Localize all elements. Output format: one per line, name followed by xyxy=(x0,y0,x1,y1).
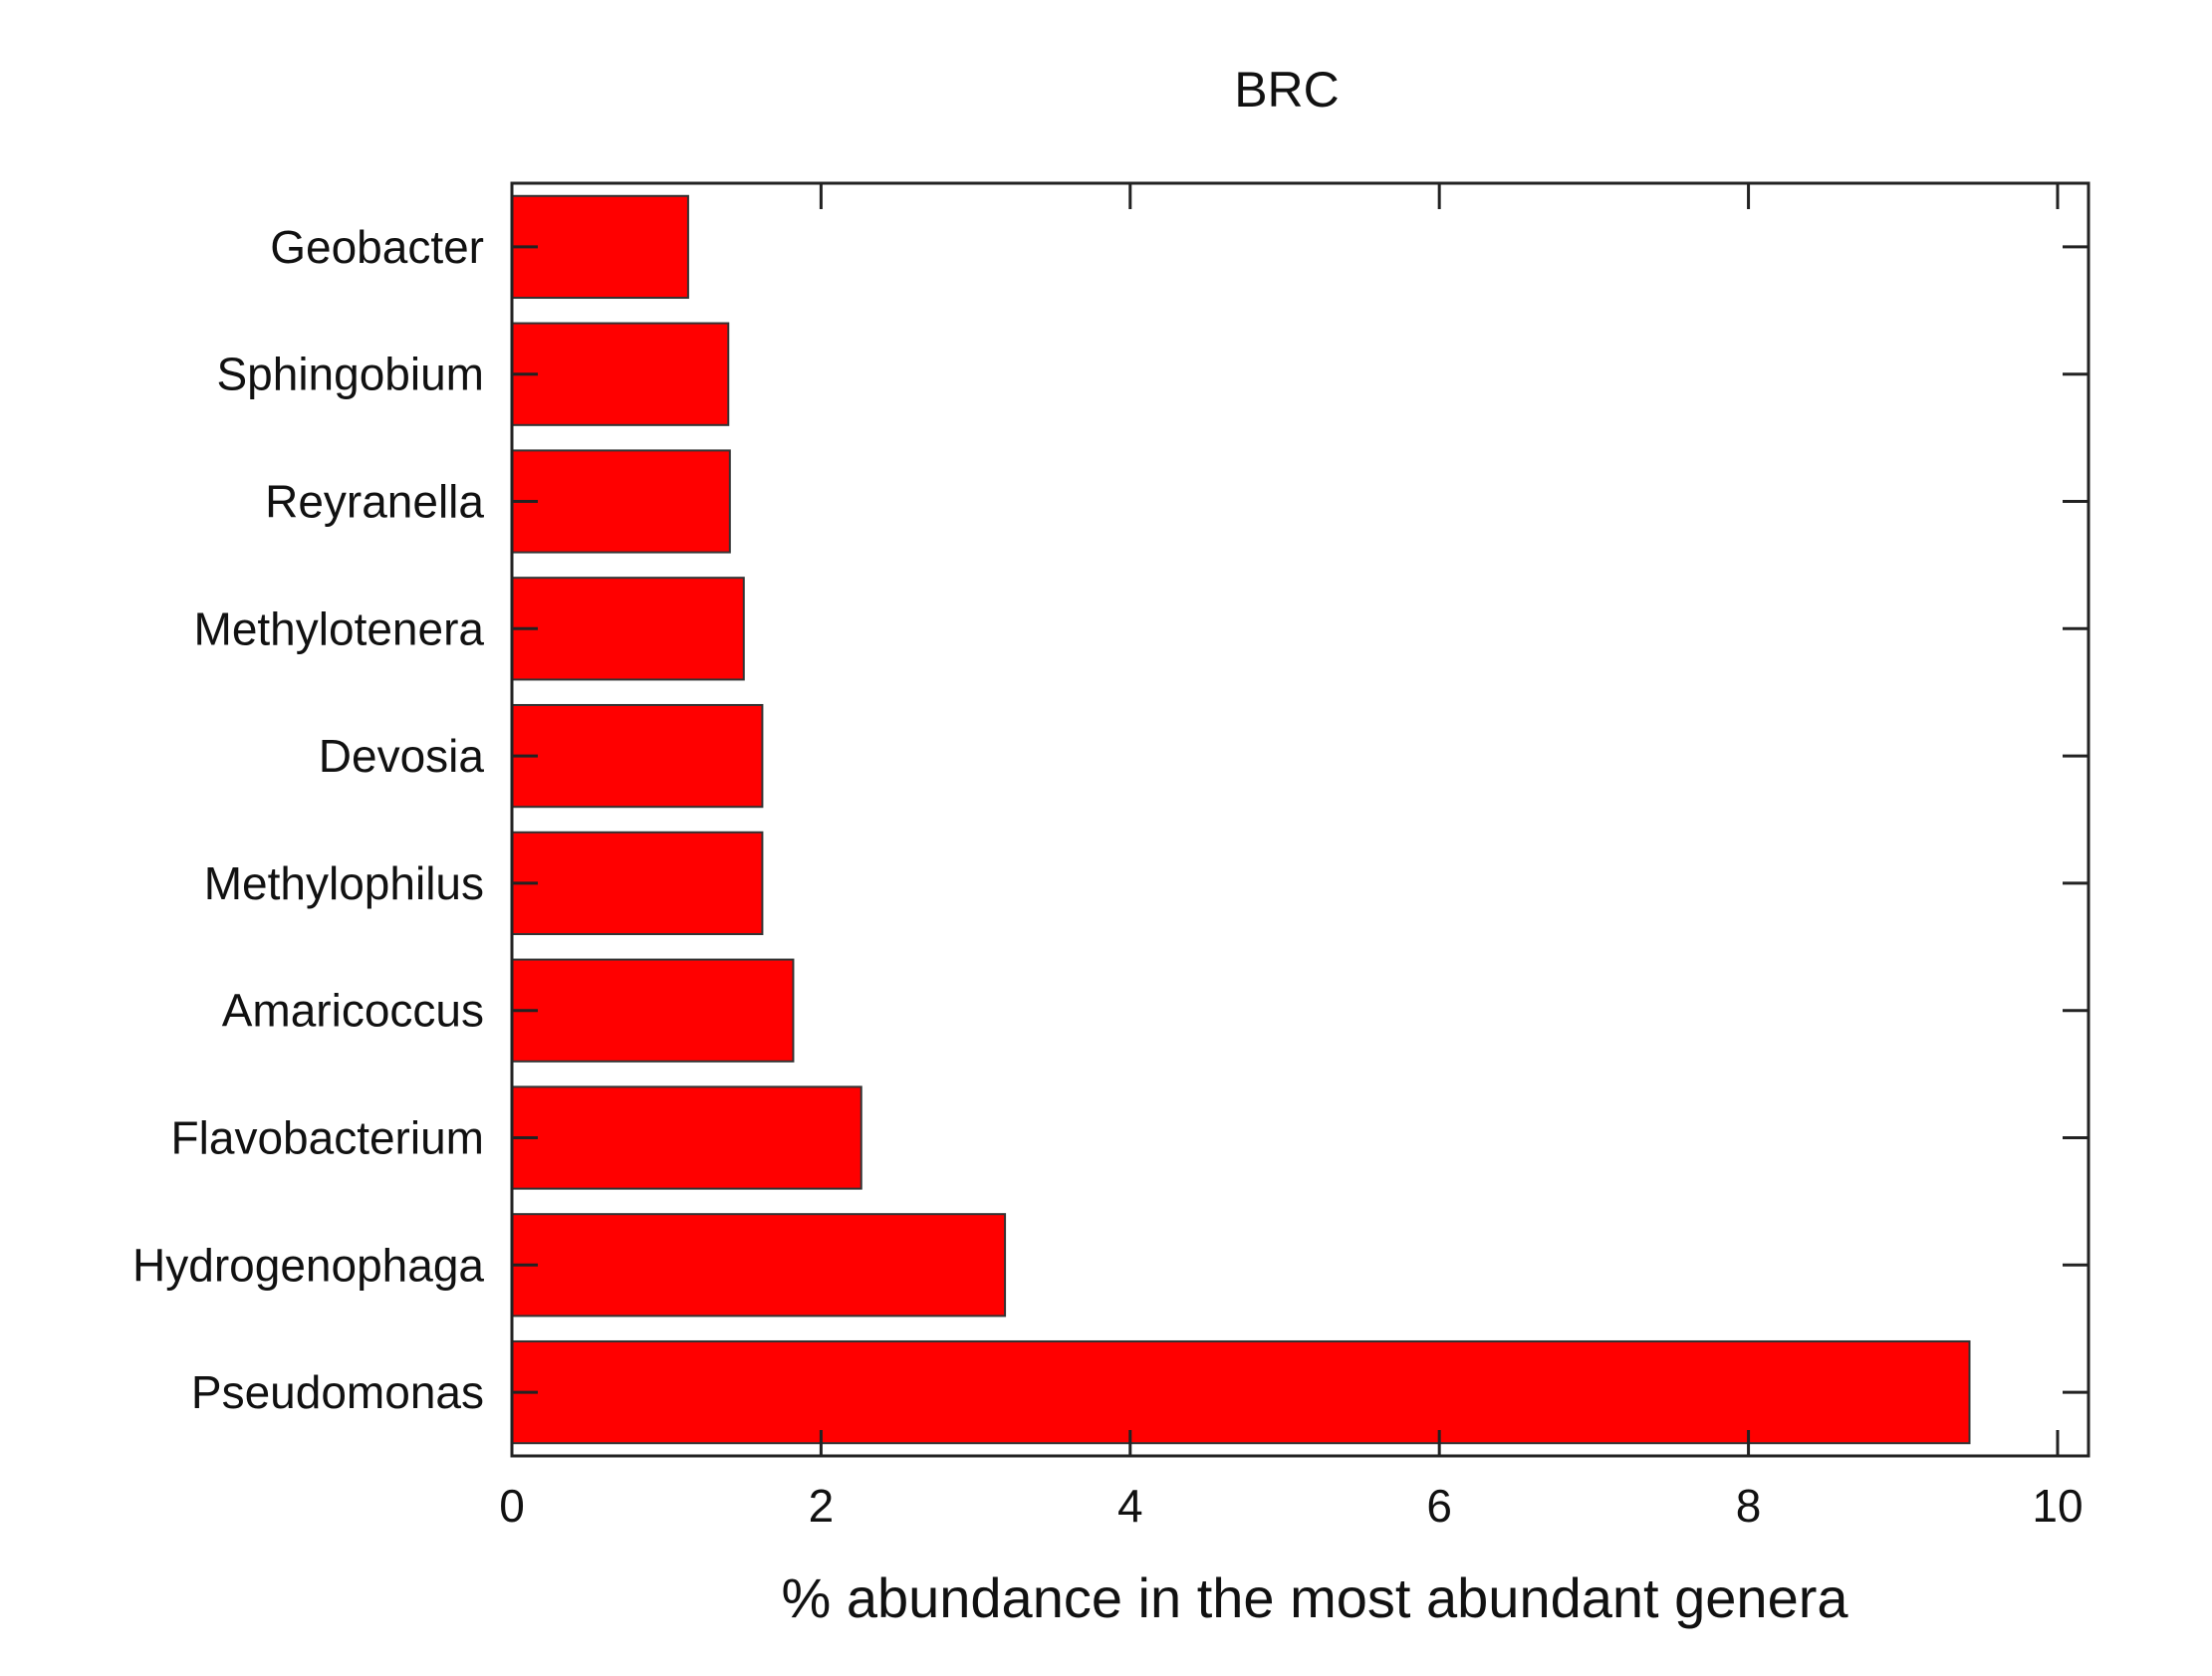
x-tick-labels: 0 2 4 6 8 10 xyxy=(499,1480,2083,1532)
bar-pseudomonas xyxy=(511,1339,1971,1445)
bar-geobacter xyxy=(511,194,689,300)
x-axis-label: % abundance in the most abundant genera xyxy=(781,1566,1848,1629)
chart-title: BRC xyxy=(1234,62,1340,118)
y-tick-label-sphingobium: Sphingobium xyxy=(216,349,484,400)
y-tick-label-hydrogenophaga: Hydrogenophaga xyxy=(132,1239,484,1291)
bar-sphingobium xyxy=(511,322,730,426)
y-tick-label-geobacter: Geobacter xyxy=(270,221,484,273)
y-tick-labels: Geobacter Sphingobium Reyranella Methyloten… xyxy=(132,221,484,1418)
y-tick-label-flavobacterium: Flavobacterium xyxy=(171,1112,484,1164)
x-tick-label-4: 4 xyxy=(1117,1480,1143,1532)
y-tick-label-methylotenera: Methylotenera xyxy=(194,602,485,654)
x-tick-label-6: 6 xyxy=(1426,1480,1452,1532)
bars-group xyxy=(511,194,1971,1445)
y-tick-label-reyranella: Reyranella xyxy=(265,476,484,528)
bar-methylotenera xyxy=(511,577,745,681)
bar-flavobacterium xyxy=(511,1085,862,1190)
plot-frame xyxy=(510,181,2090,1458)
ticks-group xyxy=(510,183,2089,1456)
y-tick-label-amaricoccus: Amaricoccus xyxy=(222,985,484,1037)
y-tick-label-pseudomonas: Pseudomonas xyxy=(191,1366,484,1418)
x-tick-label-0: 0 xyxy=(499,1480,525,1532)
x-tick-label-8: 8 xyxy=(1736,1480,1762,1532)
bar-reyranella xyxy=(511,449,731,554)
y-tick-label-methylophilus: Methylophilus xyxy=(204,857,484,909)
x-tick-label-10: 10 xyxy=(2032,1480,2083,1532)
bar-hydrogenophaga xyxy=(511,1213,1007,1317)
x-tick-label-2: 2 xyxy=(809,1480,835,1532)
bar-devosia xyxy=(511,703,764,809)
y-tick-label-devosia: Devosia xyxy=(319,730,485,782)
bar-methylophilus xyxy=(511,831,764,936)
bar-amaricoccus xyxy=(511,958,795,1063)
